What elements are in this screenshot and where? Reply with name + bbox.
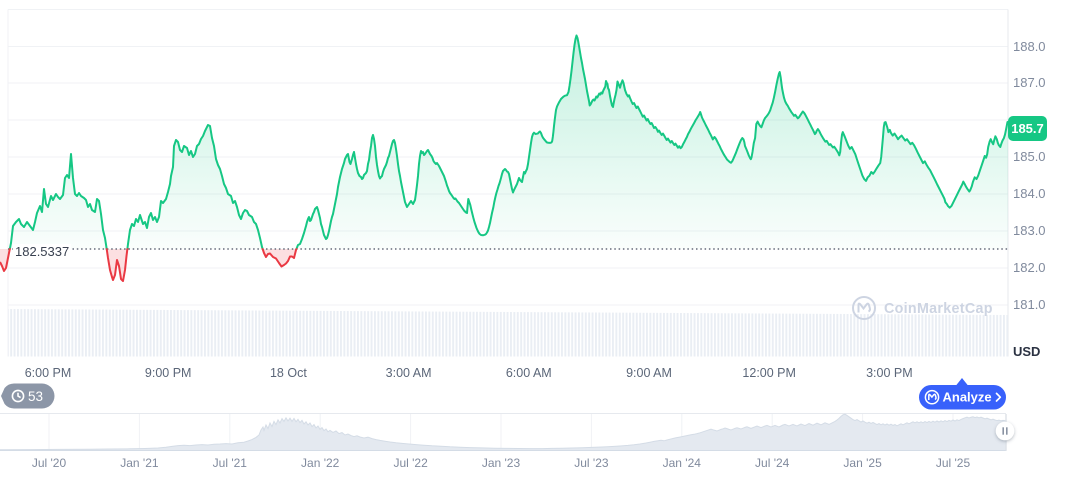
svg-text:53: 53 <box>28 389 43 404</box>
svg-text:Analyze: Analyze <box>943 390 992 405</box>
svg-text:CoinMarketCap: CoinMarketCap <box>884 301 993 317</box>
